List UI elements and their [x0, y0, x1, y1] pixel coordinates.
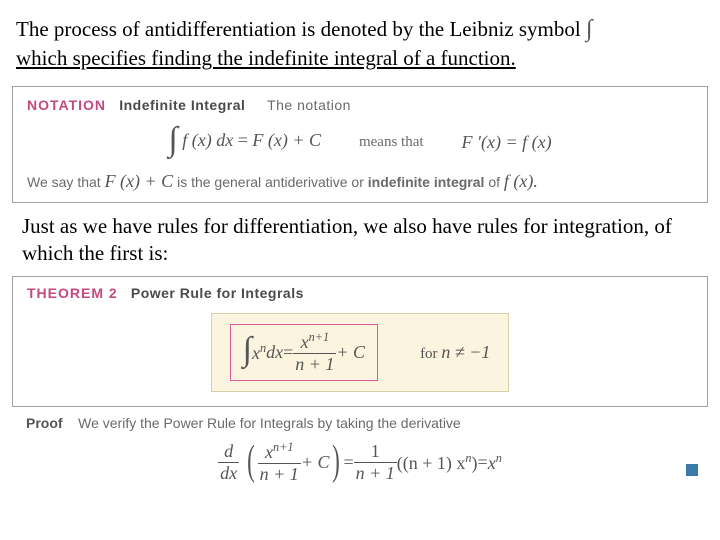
qed-tombstone-icon [686, 464, 698, 476]
proof-eq1: = [343, 452, 353, 473]
final-xn: xn [488, 451, 502, 474]
plus-c: + C [336, 342, 365, 363]
notation-eq-sign1: = [238, 131, 253, 151]
cond-text: n ≠ −1 [441, 342, 490, 362]
big-paren-left-icon: ( [247, 447, 255, 476]
notation-label: NOTATION [27, 97, 106, 113]
intro-line2: which specifies finding the indefinite i… [16, 46, 516, 70]
theorem-body: ∫ xn dx = xn+1 n + 1 + C for n ≠ −1 [27, 301, 693, 402]
notation-equation-row: ∫ f (x) dx = F (x) + C means that F ′(x)… [27, 113, 693, 167]
desc-bold-term: indefinite integral [368, 174, 485, 190]
inner-plus-c: + C [301, 452, 330, 473]
integral-sign-icon: ∫ [243, 331, 252, 369]
desc-post: of [488, 174, 504, 190]
big-paren-right-icon: ) [333, 447, 341, 476]
proof-equation: d dx ( xn+1 n + 1 + C ) = 1 n + 1 ((n + … [26, 431, 694, 484]
dx: dx [266, 342, 283, 363]
desc-math: F (x) + C [105, 171, 174, 191]
notation-box: NOTATION Indefinite Integral The notatio… [12, 86, 708, 203]
desc-fx: f (x). [504, 171, 538, 191]
integral-sign-icon: ∫ [168, 121, 177, 159]
proof-label: Proof [26, 415, 63, 431]
mid-paragraph: Just as we have rules for differentiatio… [0, 203, 720, 272]
intro-line1-pre: The process of antidifferentiation is de… [16, 17, 586, 41]
power-rule-fraction: xn+1 n + 1 [293, 331, 336, 374]
one-over-fraction: 1 n + 1 [354, 442, 397, 483]
proof-area: Proof We verify the Power Rule for Integ… [12, 415, 708, 484]
means-that-text: means that [359, 134, 424, 151]
notation-integrand: f (x) dx [182, 131, 233, 151]
notation-header: NOTATION Indefinite Integral The notatio… [27, 97, 693, 113]
theorem-title: Power Rule for Integrals [131, 285, 304, 301]
power-rule-formula-box: ∫ xn dx = xn+1 n + 1 + C [230, 324, 378, 381]
theorem-label: THEOREM 2 [27, 285, 118, 301]
notation-title: Indefinite Integral [119, 97, 245, 113]
notation-eq-lhs: ∫ f (x) dx = F (x) + C [168, 123, 321, 161]
desc-mid: is the general antiderivative or [177, 174, 368, 190]
notation-tail: The notation [267, 97, 351, 113]
mid-text: Just as we have rules for differentiatio… [22, 214, 672, 264]
intro-paragraph: The process of antidifferentiation is de… [0, 0, 720, 80]
xn: xn [252, 341, 266, 364]
notation-eq-rhs: F ′(x) = f (x) [462, 132, 552, 153]
notation-primitive: F (x) + C [252, 131, 321, 151]
notation-description: We say that F (x) + C is the general ant… [27, 167, 693, 192]
theorem-cream-panel: ∫ xn dx = xn+1 n + 1 + C for n ≠ −1 [211, 313, 510, 392]
proof-eq2: = [478, 452, 488, 473]
inner-fraction: xn+1 n + 1 [258, 441, 301, 484]
theorem-box: THEOREM 2 Power Rule for Integrals ∫ xn … [12, 276, 708, 407]
eq-sign: = [283, 342, 293, 363]
ddx-fraction: d dx [218, 442, 239, 483]
proof-text: We verify the Power Rule for Integrals b… [78, 415, 461, 431]
rhs-body: ((n + 1) xn) [397, 451, 478, 474]
for-text: for [420, 346, 441, 362]
theorem-header: THEOREM 2 Power Rule for Integrals [27, 285, 693, 301]
power-rule-condition: for n ≠ −1 [420, 342, 490, 363]
integral-symbol-inline: ∫ [586, 16, 593, 42]
desc-pre: We say that [27, 174, 105, 190]
proof-line: Proof We verify the Power Rule for Integ… [26, 415, 694, 431]
